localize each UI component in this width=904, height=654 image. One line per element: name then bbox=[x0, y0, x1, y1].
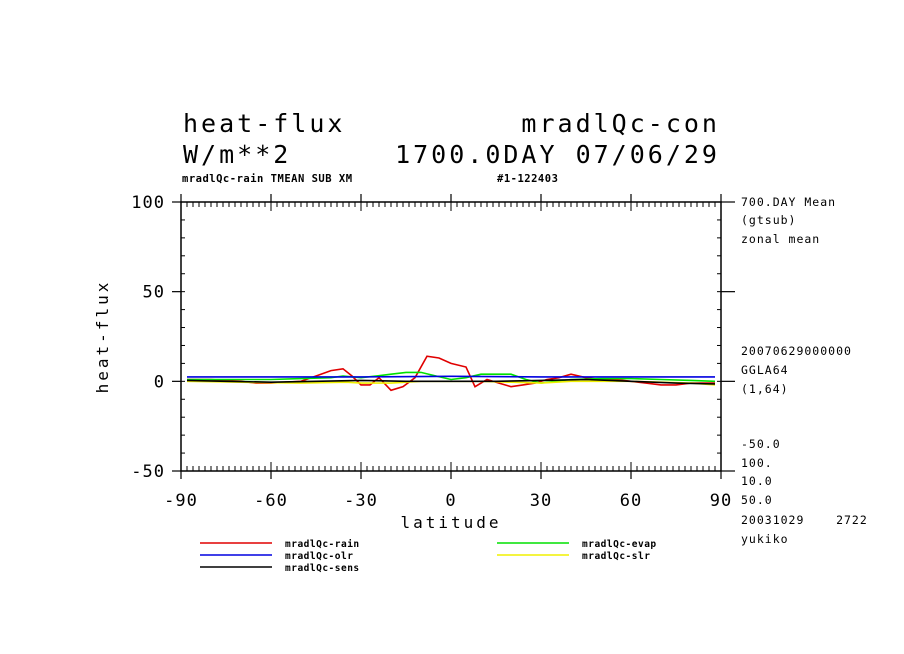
side-info-line: -50.0 bbox=[741, 437, 781, 451]
side-info-line: 50.0 bbox=[741, 493, 773, 507]
y-tick-label: -50 bbox=[131, 462, 165, 482]
x-tick-label: -60 bbox=[254, 491, 288, 511]
series-line-mradlQc-rain bbox=[187, 355, 715, 392]
y-axis-label: heat-flux bbox=[93, 280, 112, 394]
x-tick-label: 30 bbox=[530, 491, 552, 511]
side-info-line: (1,64) bbox=[741, 382, 789, 396]
x-tick-label: -30 bbox=[344, 491, 378, 511]
x-tick-label: -90 bbox=[164, 491, 198, 511]
series-line-mradlQc-olr bbox=[187, 375, 715, 378]
side-info-line: 700.DAY Mean bbox=[741, 195, 837, 209]
x-tick-label: 0 bbox=[445, 491, 456, 511]
subtitle-left: mradlQc-rain TMEAN SUB XM bbox=[182, 173, 353, 185]
side-info-line: 20031029 2722 bbox=[741, 513, 868, 527]
x-tick-label: 60 bbox=[620, 491, 642, 511]
units-title: W/m**2 bbox=[183, 140, 292, 169]
legend-label: mradlQc-evap bbox=[582, 539, 657, 550]
side-info-line: 100. bbox=[741, 456, 773, 470]
variable-title: heat-flux bbox=[183, 109, 346, 138]
subtitle-right: #1-122403 bbox=[497, 173, 559, 185]
x-axis-label: latitude bbox=[400, 513, 501, 532]
y-tick-label: 100 bbox=[131, 193, 165, 213]
legend-label: mradlQc-slr bbox=[582, 551, 650, 562]
side-info-line: (gtsub) bbox=[741, 213, 797, 227]
side-info-line: 10.0 bbox=[741, 474, 773, 488]
series-line-mradlQc-sens bbox=[186, 378, 716, 385]
y-tick-label: 0 bbox=[154, 372, 165, 392]
legend-label: mradlQc-olr bbox=[285, 551, 353, 562]
x-tick-label: 90 bbox=[710, 491, 732, 511]
legend-label: mradlQc-rain bbox=[285, 539, 360, 550]
side-info-line: 20070629000000 bbox=[741, 344, 852, 358]
side-info-line: yukiko bbox=[741, 532, 789, 546]
time-info: 1700.0DAY 07/06/29 bbox=[395, 140, 720, 169]
side-info-line: GGLA64 bbox=[741, 363, 789, 377]
plot-frame bbox=[180, 201, 722, 472]
y-tick-label: 50 bbox=[143, 283, 165, 303]
experiment-title: mradlQc-con bbox=[521, 109, 720, 138]
side-info-line: zonal mean bbox=[741, 232, 821, 246]
legend-label: mradlQc-sens bbox=[285, 563, 360, 574]
